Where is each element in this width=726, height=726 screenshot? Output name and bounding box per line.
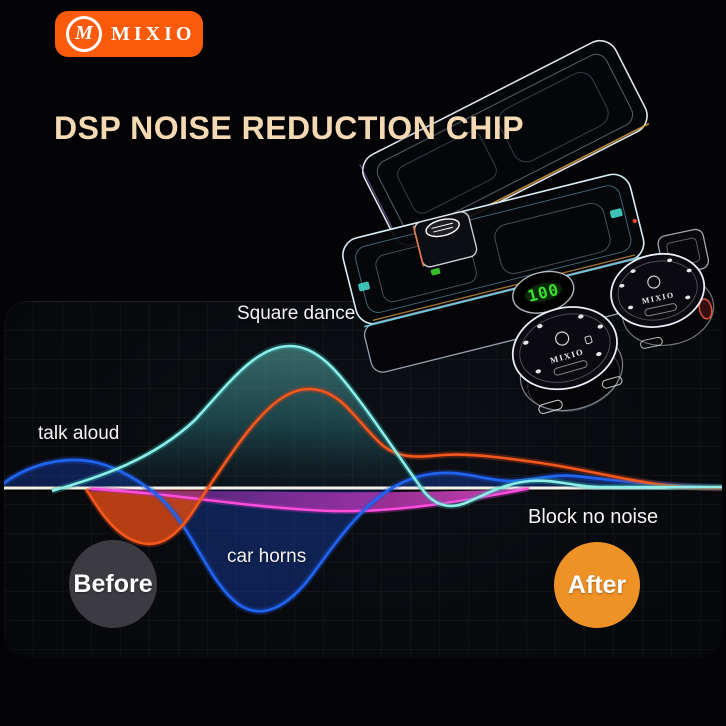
- case-indicator-chip-left: [358, 281, 370, 292]
- page-title: DSP NOISE REDUCTION CHIP: [54, 110, 525, 146]
- square-dance-wave-fill: [52, 346, 424, 489]
- case-indicator-dot: [632, 218, 637, 224]
- mic-puck-rear: MIXIO: [610, 228, 715, 349]
- case-body: 100: [342, 173, 658, 373]
- block-no-noise-label: Block no noise: [528, 506, 659, 528]
- car-horns-label: car horns: [227, 546, 307, 567]
- case-lid: [359, 39, 650, 249]
- mic-puck-front: MIXIO: [511, 306, 624, 414]
- square-dance-label: Square dance: [237, 303, 356, 324]
- before-badge: Before: [69, 540, 157, 628]
- square-dance-wave: [51, 344, 722, 508]
- orange-wave: [84, 387, 722, 546]
- case-indicator-chip-right: [609, 208, 623, 219]
- mic-rear-red-port: [698, 298, 713, 320]
- brand-logo: M MIXIO: [55, 11, 203, 57]
- denoised-wave: [90, 487, 529, 513]
- case-display: 100: [512, 270, 575, 314]
- brand-name: MIXIO: [111, 22, 196, 45]
- talk-aloud-label: talk aloud: [38, 423, 120, 444]
- waveform-svg: [4, 342, 722, 615]
- case-transmitter: [412, 211, 478, 276]
- talk-aloud-wave: [4, 458, 722, 613]
- brand-monogram-letter: M: [75, 22, 93, 44]
- after-badge: After: [554, 542, 640, 628]
- brand-monogram-icon: M: [66, 16, 102, 52]
